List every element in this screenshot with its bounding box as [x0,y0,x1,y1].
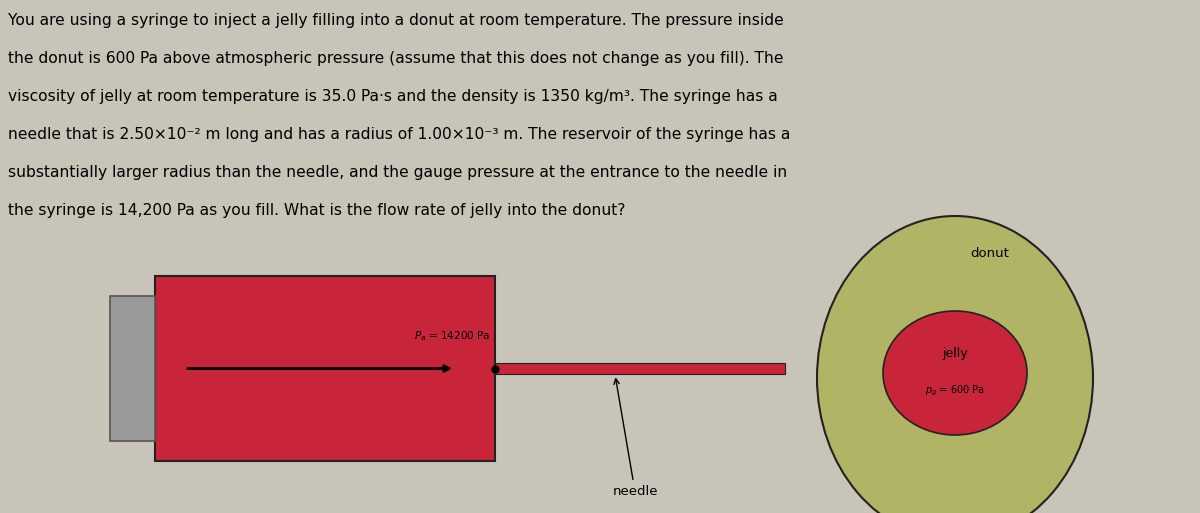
Text: substantially larger radius than the needle, and the gauge pressure at the entra: substantially larger radius than the nee… [8,165,787,180]
Text: the donut is 600 Pa above atmospheric pressure (assume that this does not change: the donut is 600 Pa above atmospheric pr… [8,51,784,66]
Text: the syringe is 14,200 Pa as you fill. What is the flow rate of jelly into the do: the syringe is 14,200 Pa as you fill. Wh… [8,203,625,218]
Text: needle: needle [612,379,658,498]
Text: You are using a syringe to inject a jelly filling into a donut at room temperatu: You are using a syringe to inject a jell… [8,13,784,28]
Text: $p_g$ = 600 Pa: $p_g$ = 600 Pa [925,384,985,398]
Bar [496,363,785,374]
Text: $P_a$ = 14200 Pa: $P_a$ = 14200 Pa [414,330,490,344]
Text: needle that is 2.50×10⁻² m long and has a radius of 1.00×10⁻³ m. The reservoir o: needle that is 2.50×10⁻² m long and has … [8,127,791,142]
Ellipse shape [817,216,1093,513]
Bar [110,297,155,441]
Text: viscosity of jelly at room temperature is 35.0 Pa·s and the density is 1350 kg/m: viscosity of jelly at room temperature i… [8,89,778,104]
Text: jelly: jelly [942,346,968,360]
Bar [155,276,496,461]
Ellipse shape [883,311,1027,435]
Text: donut: donut [971,247,1009,261]
